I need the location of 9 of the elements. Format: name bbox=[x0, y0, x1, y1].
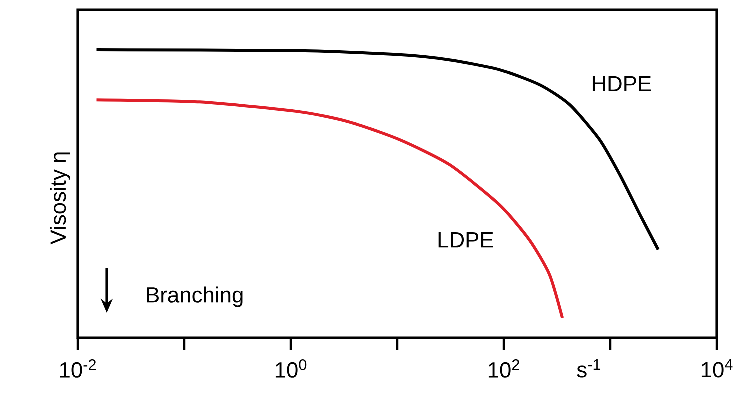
x-tick-label: 10$^{0}$ bbox=[276, 360, 307, 378]
x-tick-label: 10$^{2}$ bbox=[488, 360, 520, 378]
x-tick-label: 10$^{4}$ bbox=[702, 360, 733, 378]
y-axis-title: Visosity η bbox=[50, 152, 70, 245]
annotation: Branching bbox=[147, 286, 243, 308]
x-tick-label: 10$^{-2}$ bbox=[60, 360, 96, 378]
series-label: LDPE bbox=[438, 232, 494, 248]
series-label: HDPE bbox=[592, 76, 652, 92]
x-axis-title: s$^{-1}$ bbox=[577, 360, 601, 378]
